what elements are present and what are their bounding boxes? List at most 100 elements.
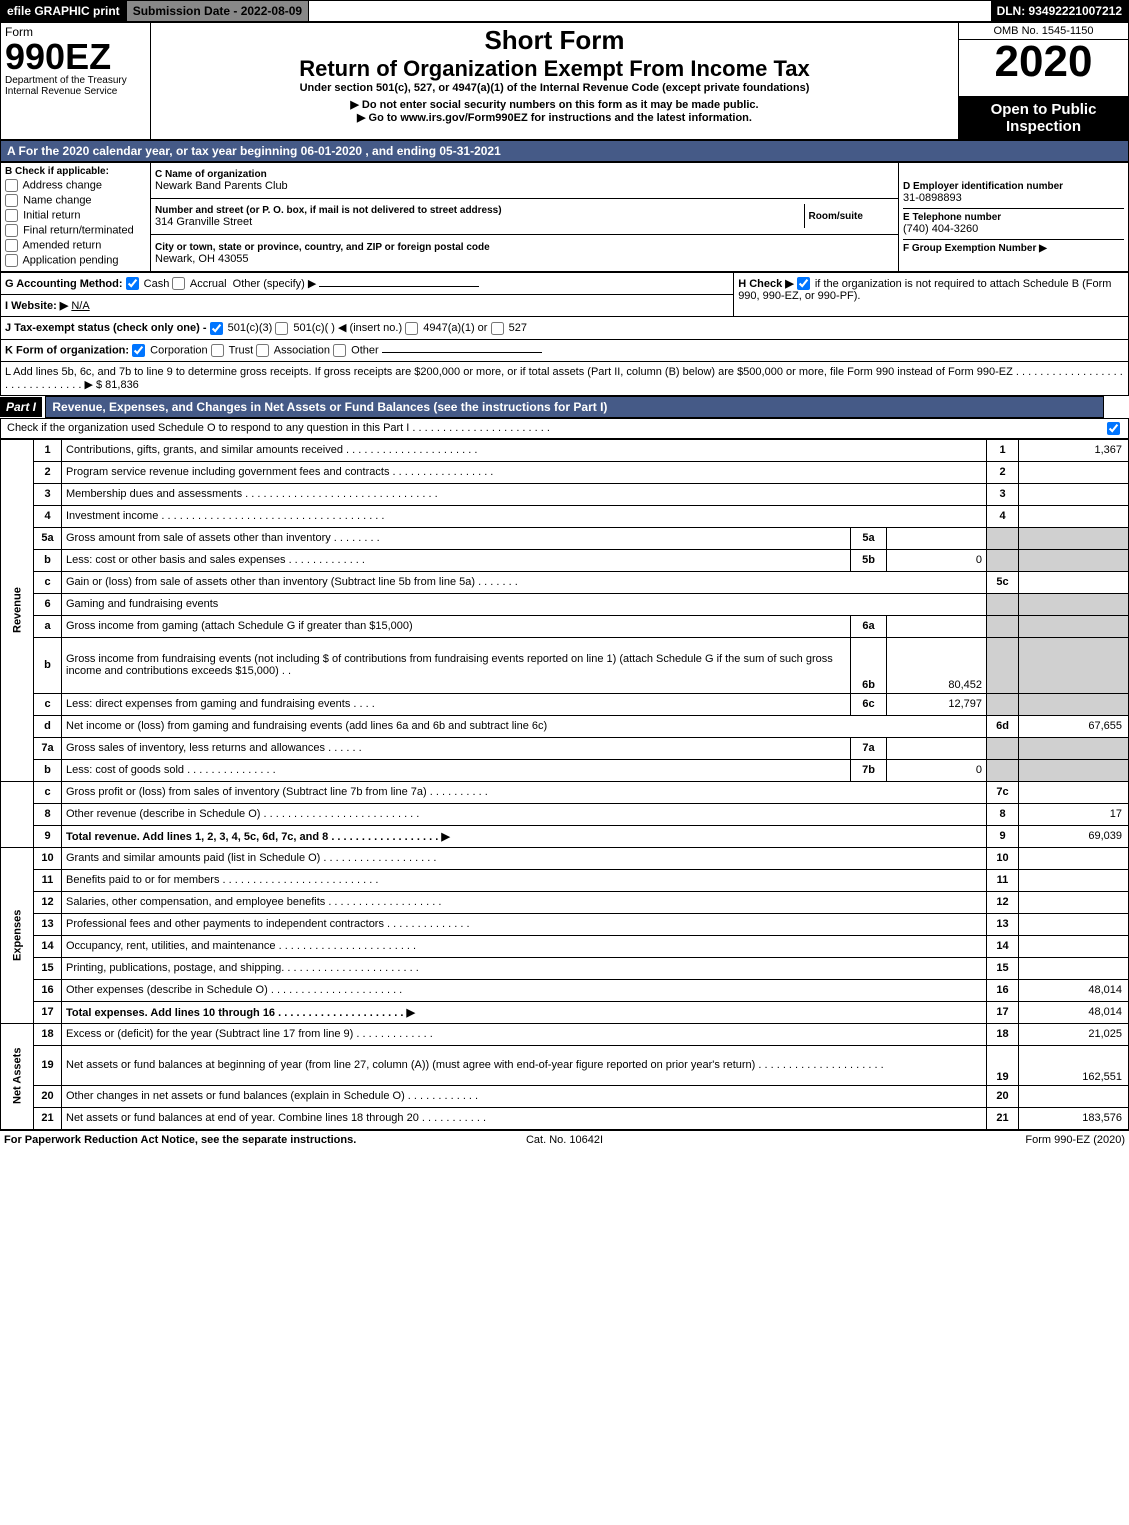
- website: N/A: [71, 300, 89, 312]
- main-title: Return of Organization Exempt From Incom…: [155, 56, 954, 82]
- efile-label[interactable]: efile GRAPHIC print: [1, 1, 127, 21]
- row6-shade: [987, 593, 1019, 615]
- row13-text: Professional fees and other payments to …: [62, 913, 987, 935]
- row12-text: Salaries, other compensation, and employ…: [62, 891, 987, 913]
- form-header: Form 990EZ Department of the Treasury In…: [0, 22, 1129, 140]
- row14-val: [1019, 935, 1129, 957]
- row9-num: 9: [34, 825, 62, 847]
- row12-val: [1019, 891, 1129, 913]
- cb-cash[interactable]: [126, 277, 139, 290]
- line-a: A For the 2020 calendar year, or tax yea…: [0, 140, 1129, 162]
- row19-text: Net assets or fund balances at beginning…: [62, 1045, 987, 1085]
- form-number: 990EZ: [5, 39, 146, 75]
- footer-center: Cat. No. 10642I: [378, 1134, 752, 1146]
- row15-text: Printing, publications, postage, and shi…: [62, 957, 987, 979]
- row11-val: [1019, 869, 1129, 891]
- instructions-link[interactable]: ▶ Go to www.irs.gov/Form990EZ for instru…: [155, 111, 954, 124]
- row15-val: [1019, 957, 1129, 979]
- cb-trust[interactable]: [211, 344, 224, 357]
- row18-val: 21,025: [1019, 1023, 1129, 1045]
- cb-other[interactable]: [333, 344, 346, 357]
- row12-rnum: 12: [987, 891, 1019, 913]
- short-form-title: Short Form: [155, 25, 954, 56]
- cb-4947[interactable]: [405, 322, 418, 335]
- street: 314 Granville Street: [155, 216, 252, 228]
- cb-501c[interactable]: [275, 322, 288, 335]
- row5a-shade: [987, 527, 1019, 549]
- row6a-num: a: [34, 615, 62, 637]
- city-label: City or town, state or province, country…: [155, 242, 490, 253]
- row6-shade2: [1019, 593, 1129, 615]
- cb-accrual[interactable]: [172, 277, 185, 290]
- row12-num: 12: [34, 891, 62, 913]
- cb-527[interactable]: [491, 322, 504, 335]
- row5a-sv: [887, 527, 987, 549]
- row6a-sv: [887, 615, 987, 637]
- row5b-shade2: [1019, 549, 1129, 571]
- row7b-shade2: [1019, 759, 1129, 781]
- cb-501c3[interactable]: [210, 322, 223, 335]
- row5a-sn: 5a: [851, 527, 887, 549]
- row10-text: Grants and similar amounts paid (list in…: [62, 847, 987, 869]
- line-l-val: $ 81,836: [96, 379, 139, 391]
- room-label: Room/suite: [809, 211, 863, 222]
- cb-app-pending[interactable]: Application pending: [5, 254, 146, 267]
- j-527: 527: [509, 322, 527, 334]
- box-g: G Accounting Method: Cash Accrual Other …: [1, 272, 734, 295]
- row2-val: [1019, 461, 1129, 483]
- city: Newark, OH 43055: [155, 253, 249, 265]
- row6c-sv: 12,797: [887, 693, 987, 715]
- row13-num: 13: [34, 913, 62, 935]
- ein: 31-0898893: [903, 192, 962, 204]
- ssn-warning: ▶ Do not enter social security numbers o…: [155, 98, 954, 111]
- j-501c3: 501(c)(3): [228, 322, 273, 334]
- cb-address-change[interactable]: Address change: [5, 179, 146, 192]
- dept: Department of the Treasury: [5, 75, 146, 86]
- cb-assoc[interactable]: [256, 344, 269, 357]
- row7c-num: c: [34, 781, 62, 803]
- row20-num: 20: [34, 1085, 62, 1107]
- row11-num: 11: [34, 869, 62, 891]
- row15-rnum: 15: [987, 957, 1019, 979]
- row11-rnum: 11: [987, 869, 1019, 891]
- cb-final-return[interactable]: Final return/terminated: [5, 224, 146, 237]
- row5a-text: Gross amount from sale of assets other t…: [62, 527, 851, 549]
- row16-text: Other expenses (describe in Schedule O) …: [62, 979, 987, 1001]
- row6d-rnum: 6d: [987, 715, 1019, 737]
- row7a-sv: [887, 737, 987, 759]
- dln: DLN: 93492221007212: [991, 1, 1128, 21]
- part1-bar: Part I: [0, 397, 42, 417]
- row5b-text: Less: cost or other basis and sales expe…: [62, 549, 851, 571]
- box-h-label: H Check ▶: [738, 278, 794, 290]
- part1-checkline: Check if the organization used Schedule …: [0, 418, 1129, 439]
- row17-text: Total expenses. Add lines 10 through 16 …: [62, 1001, 987, 1023]
- box-k-label: K Form of organization:: [5, 344, 129, 356]
- cb-name-change[interactable]: Name change: [5, 194, 146, 207]
- cb-amended[interactable]: Amended return: [5, 239, 146, 252]
- line-l-text: L Add lines 5b, 6c, and 7b to line 9 to …: [5, 366, 1123, 391]
- submission-date: Submission Date - 2022-08-09: [127, 1, 309, 21]
- row6a-shade: [987, 615, 1019, 637]
- cb-h[interactable]: [797, 277, 810, 290]
- row4-val: [1019, 505, 1129, 527]
- row7a-sn: 7a: [851, 737, 887, 759]
- box-k: K Form of organization: Corporation Trus…: [1, 339, 1129, 361]
- ghijkl-block: G Accounting Method: Cash Accrual Other …: [0, 272, 1129, 396]
- box-j-label: J Tax-exempt status (check only one) -: [5, 322, 207, 334]
- box-c-name: C Name of organization Newark Band Paren…: [151, 162, 899, 198]
- row1-val: 1,367: [1019, 439, 1129, 461]
- row8-rnum: 8: [987, 803, 1019, 825]
- row7b-sv: 0: [887, 759, 987, 781]
- part1-check-text: Check if the organization used Schedule …: [7, 422, 1107, 435]
- cb-corp[interactable]: [132, 344, 145, 357]
- cb-schedule-o[interactable]: [1107, 422, 1120, 435]
- info-block: B Check if applicable: Address change Na…: [0, 162, 1129, 272]
- row5a-shade2: [1019, 527, 1129, 549]
- row2-num: 2: [34, 461, 62, 483]
- row4-num: 4: [34, 505, 62, 527]
- row6c-text: Less: direct expenses from gaming and fu…: [62, 693, 851, 715]
- part1-desc: Revenue, Expenses, and Changes in Net As…: [45, 396, 1104, 418]
- cb-initial-return[interactable]: Initial return: [5, 209, 146, 222]
- box-i-label: I Website: ▶: [5, 300, 68, 312]
- j-501c: 501(c)( ) ◀ (insert no.): [293, 322, 402, 334]
